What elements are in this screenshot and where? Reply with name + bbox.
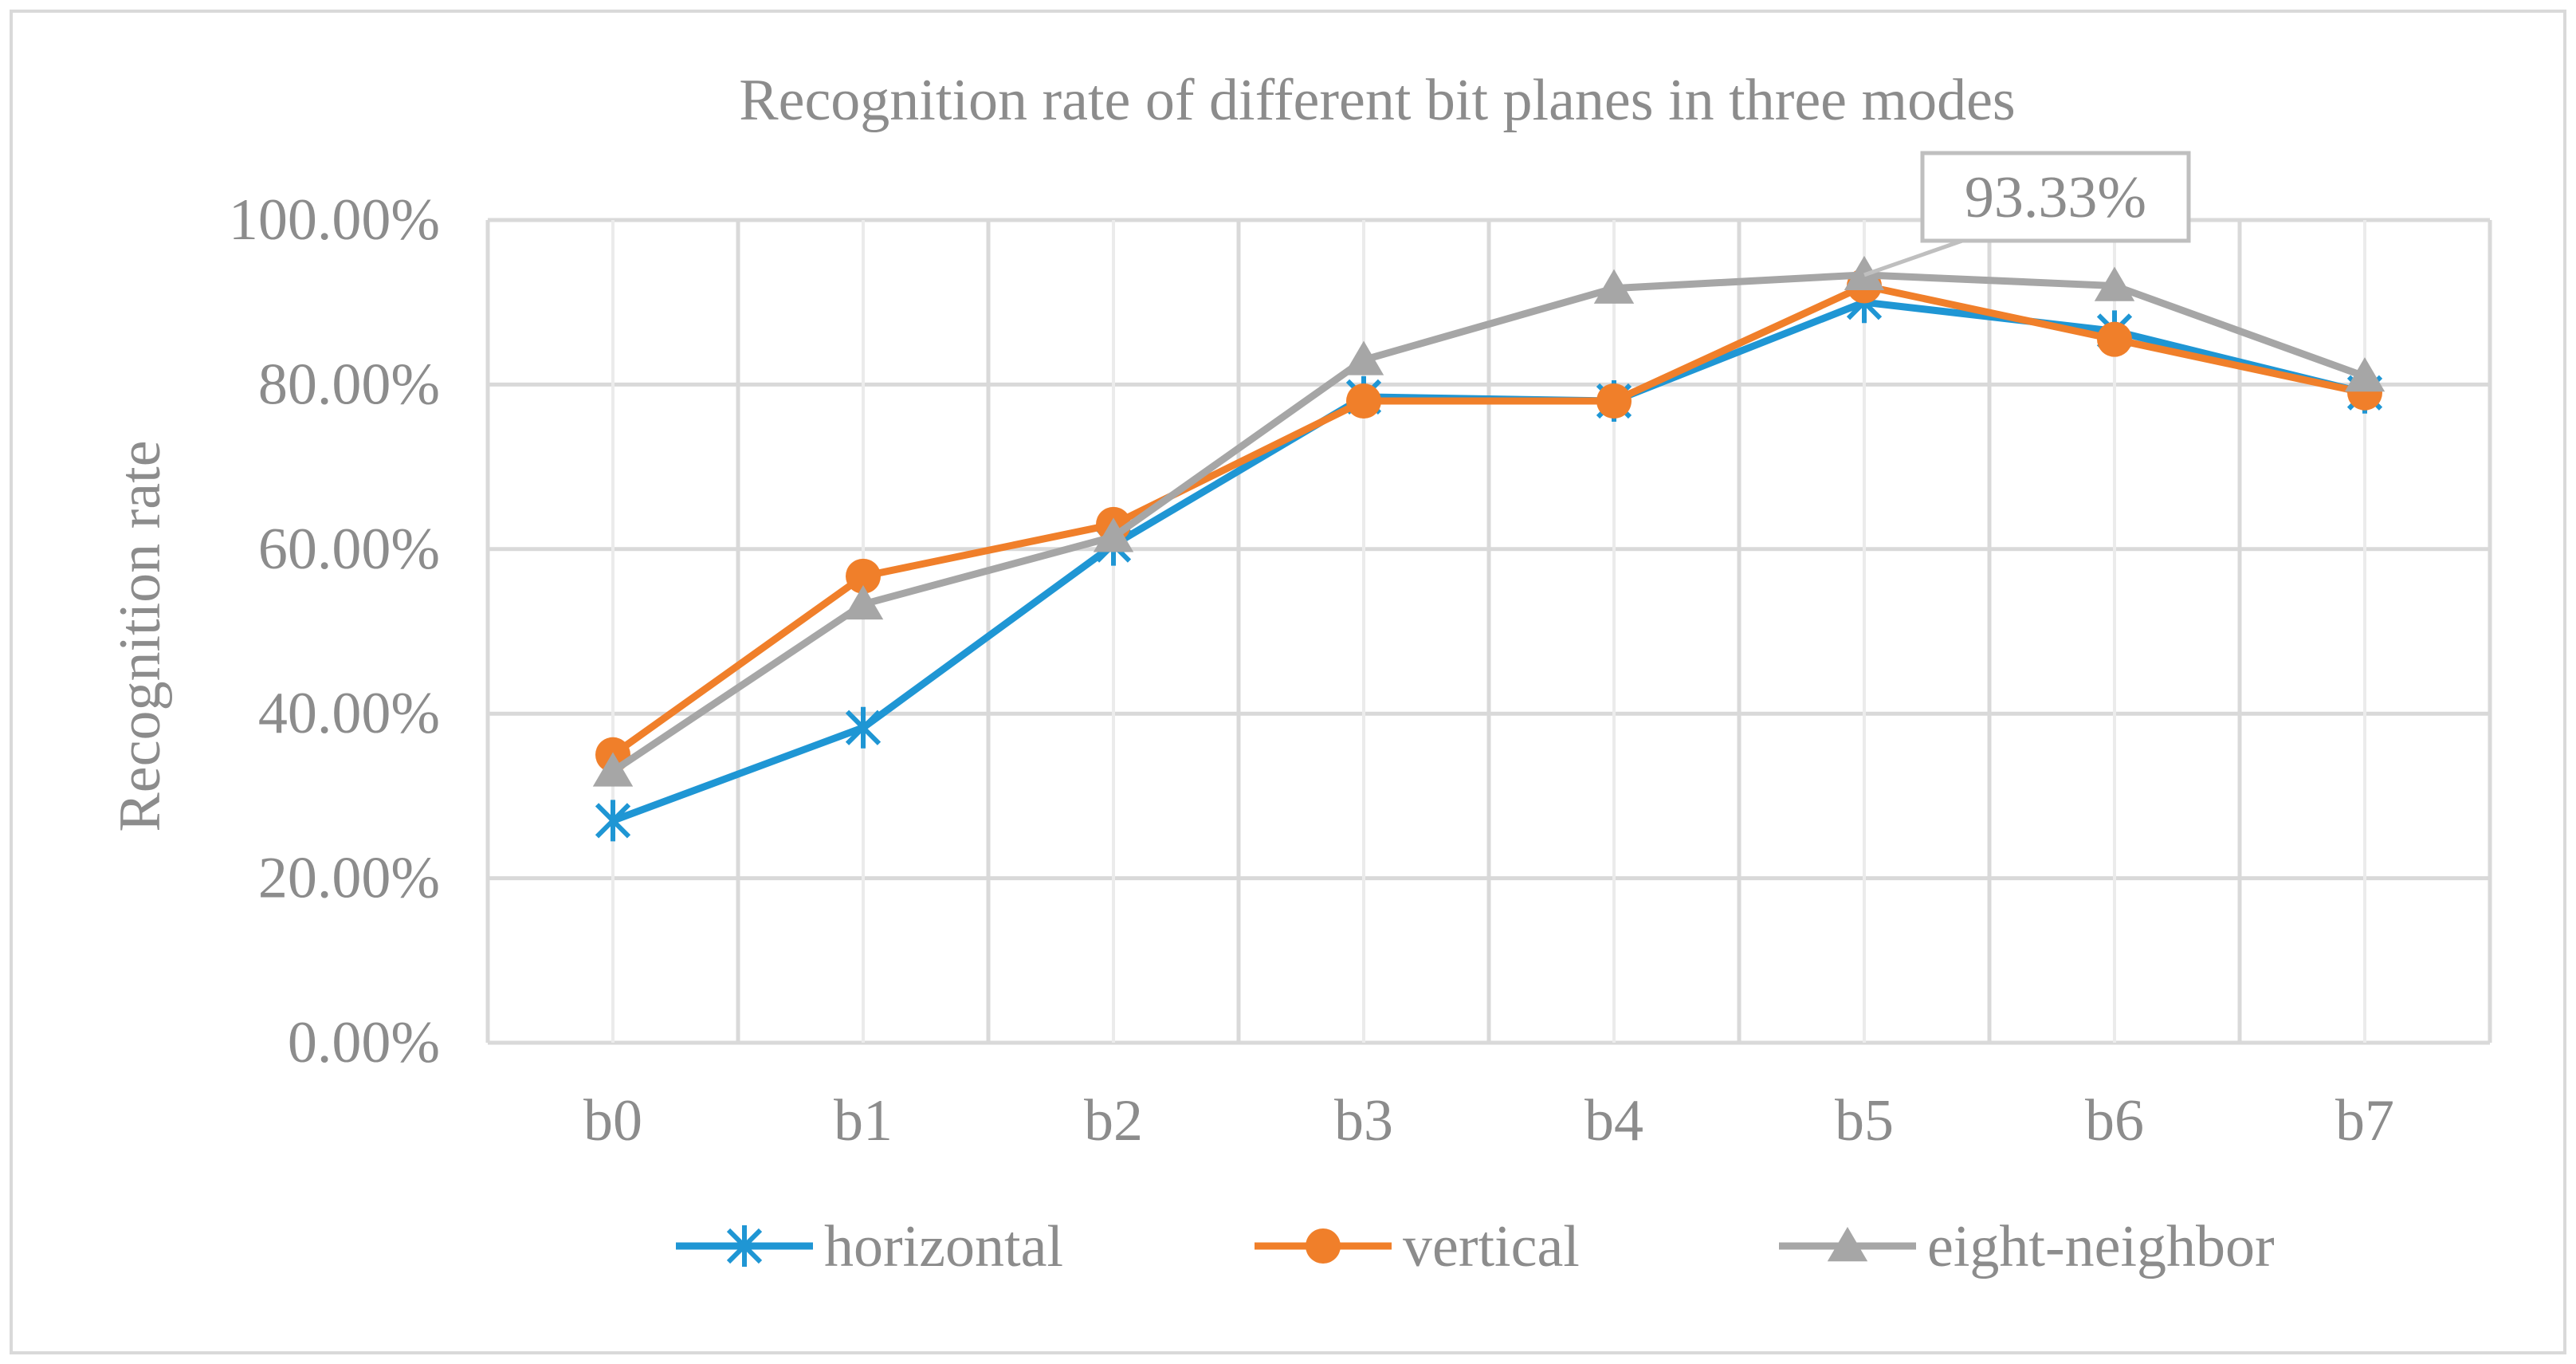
x-tick-label: b5 bbox=[1835, 1088, 1894, 1154]
data-point-triangle bbox=[1343, 340, 1384, 375]
data-point-triangle bbox=[1593, 269, 1635, 304]
y-tick-label: 100.00% bbox=[229, 187, 440, 253]
x-tick-label: b2 bbox=[1084, 1088, 1143, 1154]
data-point-triangle bbox=[2344, 357, 2386, 392]
data-point-circle bbox=[1346, 383, 1381, 419]
data-point-circle bbox=[1596, 383, 1632, 419]
series-layer bbox=[592, 255, 2386, 842]
annotation-layer: 93.33% bbox=[1863, 151, 2191, 277]
x-tick-label: b7 bbox=[2335, 1088, 2394, 1154]
data-point-circle bbox=[2097, 321, 2132, 357]
series-line-vertical bbox=[609, 282, 2369, 759]
data-point-triangle bbox=[2094, 266, 2135, 301]
y-tick-label: 40.00% bbox=[258, 681, 440, 746]
legend-label: vertical bbox=[1403, 1214, 1580, 1279]
data-point-circle bbox=[1306, 1228, 1341, 1264]
x-tick-label: b4 bbox=[1584, 1088, 1643, 1154]
y-axis-label: Recognition rate bbox=[108, 440, 173, 831]
x-tick-label: b1 bbox=[834, 1088, 893, 1154]
data-point-circle bbox=[846, 558, 881, 594]
data-point-triangle bbox=[592, 752, 634, 787]
data-point-asterisk bbox=[595, 800, 631, 842]
series-line-eight-neighbor bbox=[609, 271, 2369, 775]
data-point-triangle bbox=[842, 584, 884, 620]
series-eight-neighbor bbox=[592, 255, 2386, 787]
data-point-triangle bbox=[1827, 1227, 1868, 1262]
data-point-triangle bbox=[1093, 517, 1134, 552]
data-label: 93.33% bbox=[1965, 165, 2146, 230]
x-tick-label: b6 bbox=[2085, 1088, 2144, 1154]
x-tick-label: b0 bbox=[583, 1088, 642, 1154]
chart-title: Recognition rate of different bit planes… bbox=[739, 68, 2015, 133]
x-tick-labels: b0 b1 b2 b3 b4 b5 b6 b7 bbox=[583, 1088, 2394, 1154]
data-point-asterisk bbox=[726, 1225, 763, 1267]
data-point-asterisk bbox=[845, 706, 882, 749]
x-tick-label: b3 bbox=[1334, 1088, 1393, 1154]
y-tick-label: 80.00% bbox=[258, 352, 440, 417]
legend-item-vertical: vertical bbox=[1255, 1214, 1580, 1279]
legend-item-horizontal: horizontal bbox=[676, 1214, 1063, 1279]
y-tick-labels: 0.00% 20.00% 40.00% 60.00% 80.00% 100.00% bbox=[229, 187, 440, 1075]
y-tick-label: 60.00% bbox=[258, 517, 440, 582]
legend-label: eight-neighbor bbox=[1927, 1214, 2275, 1279]
y-tick-label: 20.00% bbox=[258, 846, 440, 911]
callout-box bbox=[1920, 151, 2191, 243]
y-tick-label: 0.00% bbox=[288, 1010, 440, 1075]
legend-label: horizontal bbox=[824, 1214, 1063, 1279]
legend: horizontal vertical eight-neighbor bbox=[676, 1214, 2275, 1279]
legend-item-eight-neighbor: eight-neighbor bbox=[1779, 1214, 2275, 1279]
